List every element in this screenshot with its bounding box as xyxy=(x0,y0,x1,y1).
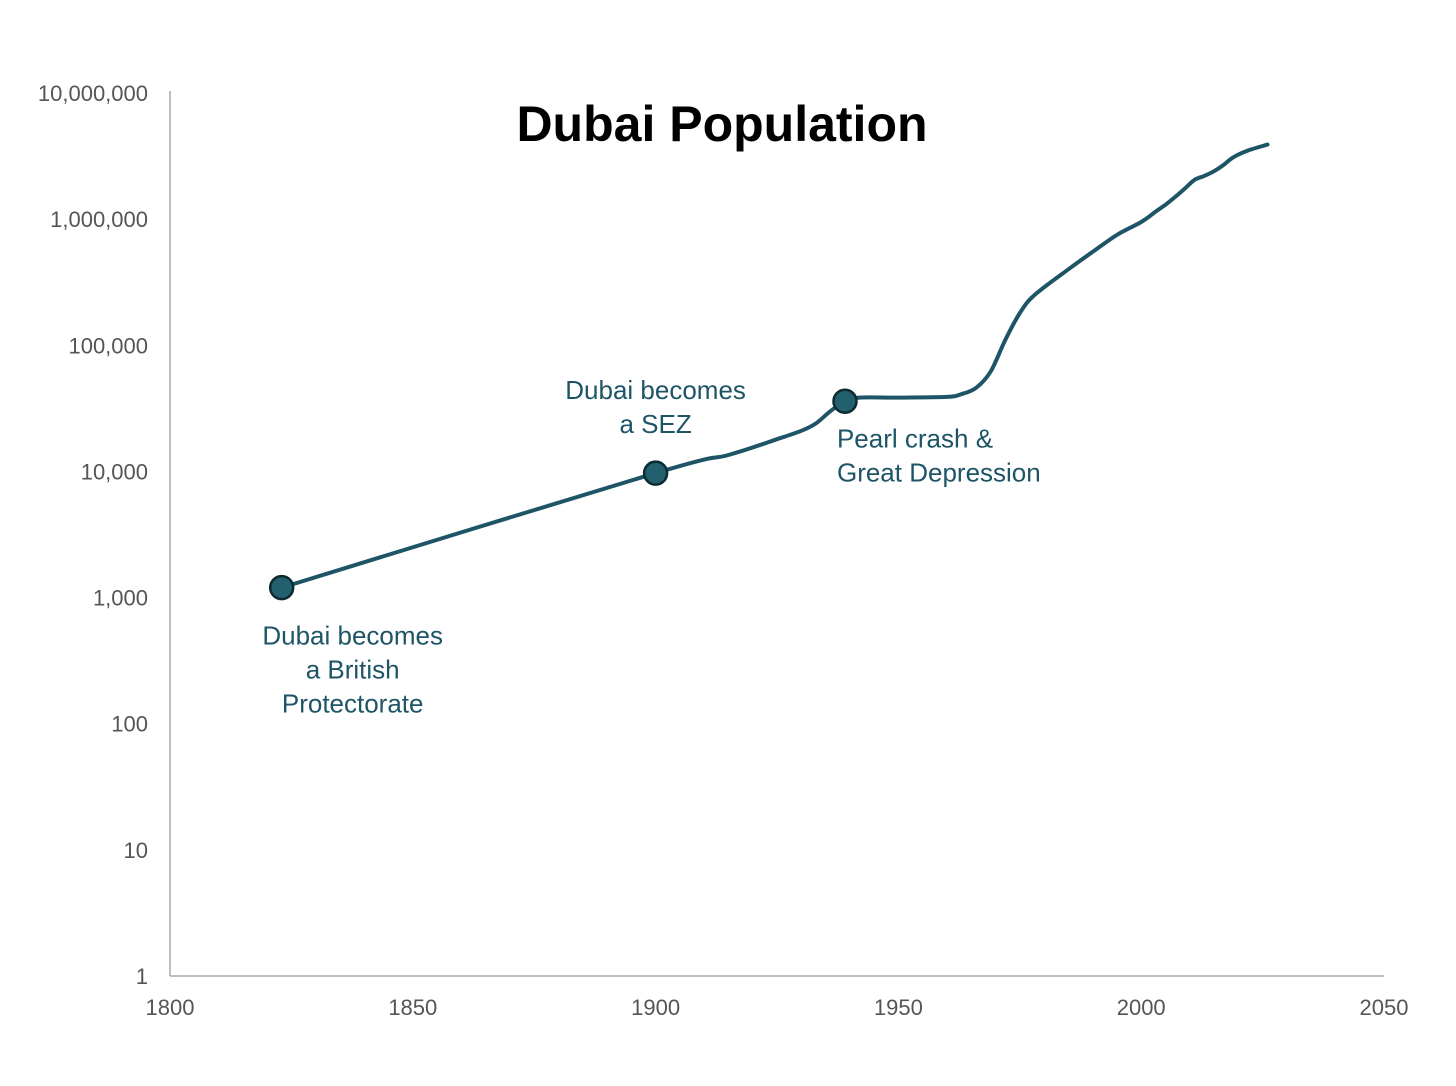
chart-title: Dubai Population xyxy=(516,96,927,152)
event-annotation: Dubai becomes a SEZ xyxy=(565,375,746,439)
event-annotations: Dubai becomes a British ProtectorateDubai … xyxy=(262,375,1040,718)
x-tick-label: 1800 xyxy=(146,995,195,1020)
event-marker xyxy=(642,460,669,486)
annotation-line: Dubai becomes xyxy=(262,621,443,651)
x-tick-label: 1850 xyxy=(388,995,437,1020)
y-tick-label: 10,000,000 xyxy=(38,81,148,106)
population-line xyxy=(279,142,1270,590)
event-marker xyxy=(268,574,295,601)
annotation-line: Great Depression xyxy=(837,457,1041,487)
y-tick-label: 1,000,000 xyxy=(50,207,148,232)
event-annotation: Pearl crash & Great Depression xyxy=(837,423,1041,487)
event-marker xyxy=(832,388,858,415)
annotation-line: a SEZ xyxy=(619,409,691,439)
x-tick-label: 2050 xyxy=(1360,995,1409,1020)
annotation-line: a British xyxy=(306,655,400,685)
event-markers xyxy=(268,388,858,601)
x-tick-label: 1950 xyxy=(874,995,923,1020)
y-tick-label: 100 xyxy=(111,712,148,737)
event-annotation: Dubai becomes a British Protectorate xyxy=(262,621,443,719)
annotation-line: Dubai becomes xyxy=(565,375,746,405)
x-tick-label: 1900 xyxy=(631,995,680,1020)
y-tick-labels: 1 10 100 1,000 10,000 100,000 1,000,000 10,000,… xyxy=(38,81,148,989)
x-tick-labels: 1800 1850 1900 1950 2000 2050 xyxy=(146,995,1409,1020)
y-tick-label: 1 xyxy=(136,964,148,989)
axes xyxy=(169,91,1384,977)
y-tick-label: 10,000 xyxy=(81,459,148,484)
y-tick-label: 1,000 xyxy=(93,586,148,611)
annotation-line: Protectorate xyxy=(282,689,424,719)
annotation-line: Pearl crash & xyxy=(837,423,993,453)
y-tick-label: 100,000 xyxy=(68,333,148,358)
y-tick-label: 10 xyxy=(124,838,148,863)
x-tick-label: 2000 xyxy=(1117,995,1166,1020)
